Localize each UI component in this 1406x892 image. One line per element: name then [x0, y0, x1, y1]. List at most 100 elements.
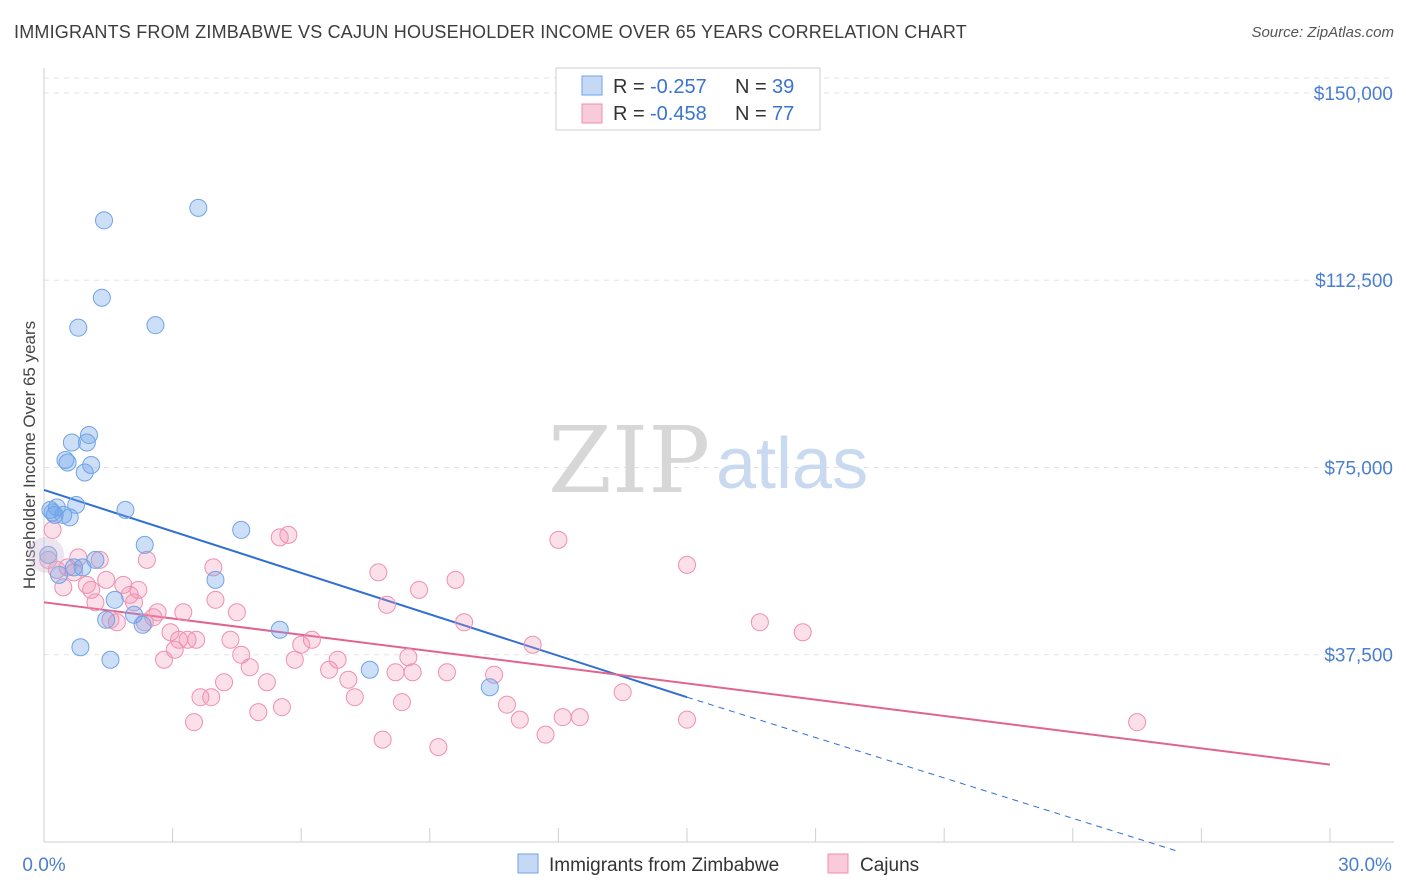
zimbabwe-point-34: [270, 620, 289, 639]
cajun-point-73: [678, 555, 696, 574]
cajun-point-49: [339, 670, 358, 689]
cajun-point-44: [285, 650, 304, 669]
cajun-point-55: [392, 693, 411, 712]
y-tick-label-3: $150,000: [1314, 84, 1393, 105]
cajun-point-28: [185, 713, 204, 732]
cajun-point-62: [455, 613, 474, 632]
cajun-point-19: [137, 550, 156, 569]
zimbabwe-point-12: [67, 495, 86, 514]
y-tick-label-2: $112,500: [1315, 271, 1393, 292]
x-tick-labels: 0.0% 30.0%: [22, 855, 1392, 876]
cajun-point-50: [345, 688, 364, 707]
zimbabwe-point-8: [58, 453, 77, 472]
zimbabwe-point-7: [56, 451, 75, 469]
cajun-point-46: [302, 630, 321, 649]
cajun-point-70: [570, 708, 589, 727]
zimbabwe-point-19: [82, 455, 101, 474]
cajun-point-59: [429, 738, 448, 757]
zimbabwe-point-24: [101, 650, 120, 669]
trend-lines: [43, 489, 1331, 853]
zimbabwe-point-32: [206, 570, 225, 589]
data-points: [28, 198, 1147, 757]
cajun-point-56: [399, 648, 418, 667]
legend-r-label-zimbabwe: R =: [613, 76, 645, 98]
cajun-point-26: [174, 603, 193, 622]
cluster-point: [28, 536, 65, 573]
legend-swatch-zimbabwe: [581, 75, 603, 96]
zimbabwe-point-4: [47, 498, 66, 517]
zimbabwe-point-25: [105, 590, 124, 609]
zimbabwe-point-35: [360, 660, 379, 679]
cajun-point-29: [187, 630, 206, 649]
zimbabwe-point-21: [92, 288, 111, 307]
cajun-point-58: [410, 580, 429, 599]
zimbabwe-trend-line: [43, 489, 688, 699]
zimbabwe-point-10: [62, 433, 81, 452]
legend-n-label-cajun: N =: [735, 103, 767, 125]
cajun-point-74: [750, 613, 769, 632]
bottom-legend-label-cajun: Cajuns: [860, 855, 919, 876]
cajun-point-30: [191, 688, 210, 707]
cajun-point-24: [165, 640, 184, 659]
bottom-legend-label-zimbabwe: Immigrants from Zimbabwe: [549, 855, 779, 876]
cajun-point-71: [613, 683, 632, 702]
legend-swatch-cajun: [581, 103, 603, 124]
zimbabwe-point-18: [80, 426, 99, 445]
zimbabwe-point-16: [75, 463, 94, 482]
zimbabwe-point-30: [146, 316, 165, 335]
legend-n-cajun: 77: [772, 103, 794, 125]
cajun-point-9: [86, 593, 105, 612]
zimbabwe-point-29: [135, 535, 154, 554]
zimbabwe-point-14: [71, 638, 90, 657]
cajun-point-1: [43, 520, 62, 539]
zimbabwe-point-33: [232, 520, 251, 539]
cajun-point-38: [240, 658, 259, 677]
y-tick-label-1: $75,000: [1324, 458, 1393, 479]
legend-r-label-cajun: R =: [613, 103, 645, 125]
legend-n-label-zimbabwe: N =: [735, 76, 767, 98]
zimbabwe-point-5: [50, 565, 69, 584]
legend-n-zimbabwe: 39: [772, 76, 794, 98]
cajun-trend-line: [43, 601, 1331, 766]
cajun-point-52: [373, 730, 392, 749]
cajun-point-66: [523, 635, 542, 654]
legend-r-cajun: -0.458: [650, 103, 707, 125]
y-tick-label-0: $37,500: [1324, 646, 1393, 667]
watermark-zip: ZIP: [548, 407, 710, 514]
watermark-atlas: atlas: [716, 424, 868, 504]
zimbabwe-point-13: [69, 318, 88, 337]
cajun-point-75: [793, 623, 812, 642]
zimbabwe-point-28: [133, 615, 152, 634]
cajun-point-10: [90, 550, 109, 569]
cajun-point-34: [215, 673, 234, 692]
cajun-point-45: [292, 635, 311, 654]
y-tick-labels: $37,500 $75,000 $112,500 $150,000: [1314, 84, 1393, 667]
cajun-point-61: [446, 570, 465, 589]
bottom-legend-swatch-cajun: [827, 853, 849, 874]
cajun-point-17: [129, 580, 148, 599]
zimbabwe-point-36: [480, 678, 499, 697]
cajun-point-57: [403, 663, 422, 682]
cajun-point-40: [257, 673, 276, 692]
cajun-point-31: [202, 688, 221, 707]
cajun-point-11: [97, 570, 116, 589]
cajun-point-76: [1128, 713, 1147, 732]
zimbabwe-trend-extension: [686, 696, 1181, 853]
cajun-point-21: [148, 603, 167, 622]
cajun-point-36: [227, 603, 246, 622]
cajun-point-43: [279, 525, 298, 544]
legend-r-zimbabwe: -0.257: [650, 76, 707, 98]
cajun-point-35: [221, 630, 240, 649]
x-tick-label-1: 30.0%: [1338, 855, 1392, 876]
cajun-point-69: [553, 708, 572, 727]
cajun-point-60: [437, 663, 456, 682]
zimbabwe-point-0: [39, 545, 58, 564]
x-tick-label-0: 0.0%: [22, 855, 65, 876]
cajun-point-67: [536, 725, 555, 744]
legend: R = -0.257 N = 39 R = -0.458 N = 77: [555, 67, 821, 131]
cajun-point-5: [65, 563, 84, 582]
zimbabwe-point-20: [86, 550, 105, 569]
chart-title: IMMIGRANTS FROM ZIMBABWE VS CAJUN HOUSEH…: [14, 22, 967, 42]
cajun-point-68: [549, 530, 568, 549]
